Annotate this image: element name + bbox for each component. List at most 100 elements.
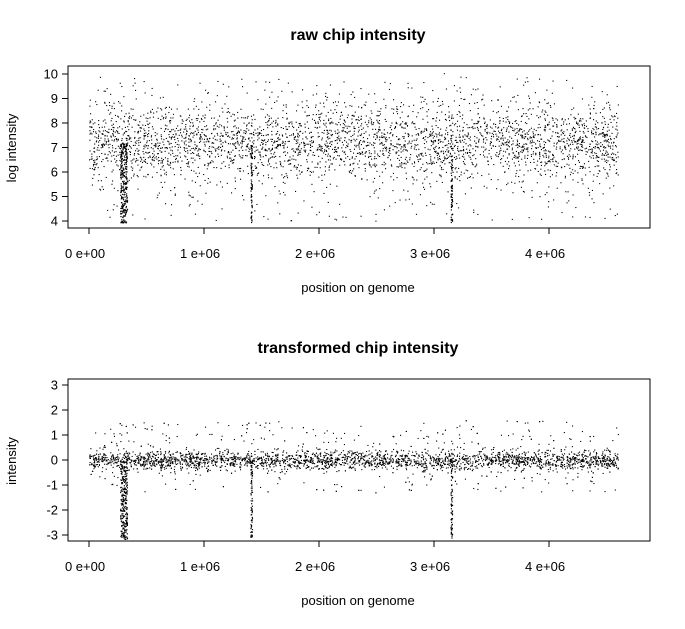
data-point	[378, 131, 379, 132]
data-point	[550, 159, 551, 160]
data-point	[215, 139, 216, 140]
data-point	[153, 160, 154, 161]
data-point	[607, 174, 608, 175]
data-point	[254, 210, 255, 211]
data-point	[550, 176, 551, 177]
data-point	[532, 145, 533, 146]
data-point	[113, 131, 114, 132]
data-point	[470, 137, 471, 138]
data-point	[327, 97, 328, 98]
data-point	[129, 145, 130, 146]
data-point	[157, 133, 158, 134]
data-point	[93, 123, 94, 124]
data-point	[255, 157, 256, 158]
data-point	[472, 148, 473, 149]
data-point	[544, 114, 545, 115]
data-point	[487, 124, 488, 125]
data-point	[232, 131, 233, 132]
data-point	[379, 115, 380, 116]
data-point	[440, 105, 441, 106]
data-point	[406, 157, 407, 158]
data-point	[313, 114, 314, 115]
data-point	[499, 123, 500, 124]
data-point	[578, 147, 579, 148]
data-point	[401, 162, 402, 163]
data-point	[556, 161, 557, 162]
data-point	[608, 102, 609, 103]
data-point	[391, 129, 392, 130]
data-point	[351, 136, 352, 137]
data-point	[411, 146, 412, 147]
data-point	[344, 161, 345, 162]
data-point	[193, 153, 194, 154]
data-point	[610, 148, 611, 149]
data-point	[488, 174, 489, 175]
data-point	[446, 145, 447, 146]
dip-point	[121, 202, 122, 203]
data-point	[548, 186, 549, 187]
data-point	[162, 147, 163, 148]
data-point	[499, 146, 500, 147]
data-point	[319, 127, 320, 128]
data-point	[132, 168, 133, 169]
data-point	[164, 182, 165, 183]
data-point	[574, 149, 575, 150]
data-point	[582, 139, 583, 140]
data-point	[186, 144, 187, 145]
data-point	[147, 141, 148, 142]
data-point	[483, 142, 484, 143]
dip-point	[251, 179, 252, 180]
data-point	[325, 145, 326, 146]
data-point	[400, 200, 401, 201]
data-point	[207, 168, 208, 169]
data-point	[298, 134, 299, 135]
data-point	[425, 147, 426, 148]
data-point	[261, 135, 262, 136]
data-point	[454, 85, 455, 86]
data-point	[615, 154, 616, 155]
data-point	[603, 132, 604, 133]
data-point	[596, 153, 597, 154]
data-point	[163, 117, 164, 118]
data-point	[150, 112, 151, 113]
data-point	[321, 139, 322, 140]
data-point	[547, 163, 548, 164]
data-point	[104, 103, 105, 104]
data-point	[218, 156, 219, 157]
data-point	[114, 139, 115, 140]
dip-point	[451, 186, 452, 187]
data-point	[144, 130, 145, 131]
data-point	[405, 199, 406, 200]
dip-point	[123, 219, 124, 220]
data-point	[603, 167, 604, 168]
data-point	[280, 193, 281, 194]
data-point	[557, 142, 558, 143]
data-point	[498, 137, 499, 138]
data-point	[222, 108, 223, 109]
data-point	[91, 159, 92, 160]
data-point	[112, 140, 113, 141]
data-point	[405, 149, 406, 150]
data-point	[218, 146, 219, 147]
data-point	[376, 214, 377, 215]
data-point	[483, 147, 484, 148]
data-point	[119, 133, 120, 134]
data-point	[166, 174, 167, 175]
data-point	[107, 88, 108, 89]
data-point	[575, 170, 576, 171]
data-point	[520, 151, 521, 152]
data-point	[582, 167, 583, 168]
data-point	[548, 156, 549, 157]
data-point	[539, 158, 540, 159]
data-point	[127, 126, 128, 127]
data-point	[383, 136, 384, 137]
data-point	[191, 148, 192, 149]
data-point	[131, 160, 132, 161]
data-point	[464, 173, 465, 174]
data-point	[578, 140, 579, 141]
data-point	[123, 134, 124, 135]
data-point	[131, 166, 132, 167]
data-point	[237, 132, 238, 133]
data-point	[396, 144, 397, 145]
data-point	[313, 152, 314, 153]
